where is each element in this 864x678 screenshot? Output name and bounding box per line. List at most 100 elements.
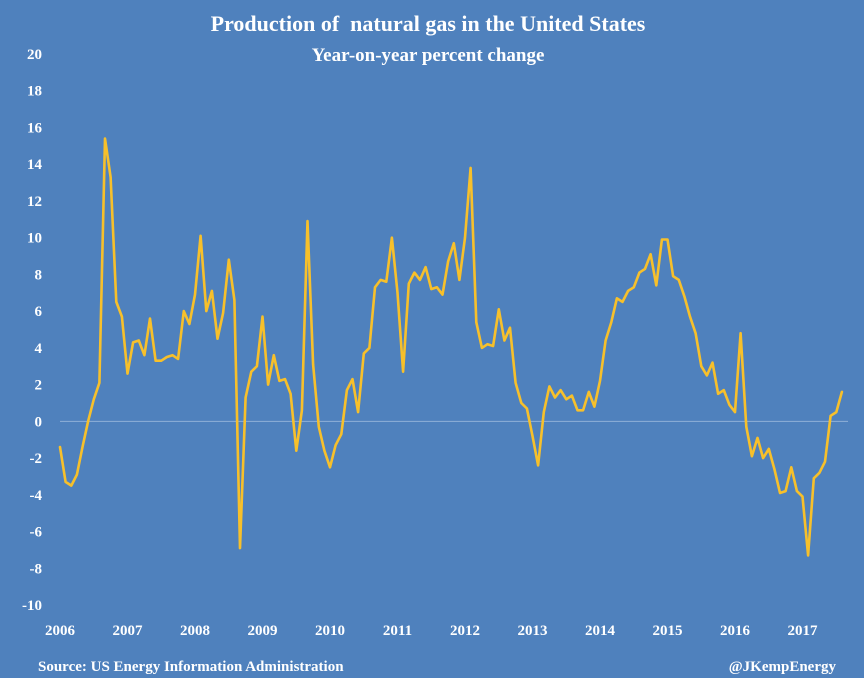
x-tick-label: 2017 (788, 623, 819, 639)
data-point (306, 220, 309, 223)
y-tick-label: -2 (30, 451, 43, 467)
data-point (548, 385, 551, 388)
chart-title: Production of natural gas in the United … (211, 11, 646, 36)
data-point (104, 137, 106, 140)
data-point (655, 284, 658, 287)
data-point (59, 446, 61, 448)
chart-subtitle: Year-on-year percent change (312, 45, 545, 66)
data-point (750, 455, 753, 458)
data-point (829, 414, 832, 417)
data-point (171, 354, 174, 357)
data-point (610, 321, 613, 324)
x-axis-ticks: 2006 2007 2008 2009 2010 2011 2012 2013 2014 2015… (45, 623, 818, 639)
x-tick-label: 2006 (45, 623, 76, 639)
data-point (469, 166, 472, 169)
data-point (694, 332, 697, 335)
data-point (509, 326, 511, 329)
y-tick-label: -10 (22, 598, 42, 614)
data-point (284, 378, 286, 381)
x-tick-label: 2011 (383, 623, 412, 639)
x-tick-label: 2014 (585, 623, 616, 639)
data-point (587, 390, 590, 393)
data-point (790, 466, 793, 469)
data-point (345, 389, 348, 392)
data-point (98, 381, 101, 384)
data-point (458, 278, 461, 281)
data-point (767, 447, 770, 450)
y-tick-label: 4 (35, 341, 43, 357)
data-point (182, 310, 185, 313)
data-point (447, 260, 450, 263)
x-tick-label: 2012 (450, 623, 480, 639)
data-point (81, 446, 84, 448)
data-point (531, 435, 534, 437)
data-point (503, 339, 506, 342)
data-point (542, 411, 545, 414)
data-point (132, 341, 135, 344)
data-point (261, 315, 264, 318)
data-point (835, 411, 838, 414)
x-tick-label: 2009 (248, 623, 278, 639)
data-point (520, 402, 523, 404)
data-point (717, 392, 720, 395)
data-point (149, 317, 151, 320)
y-tick-label: 8 (35, 267, 43, 283)
data-point (599, 379, 601, 382)
data-point (480, 346, 483, 349)
data-point (565, 398, 568, 401)
data-point (160, 359, 163, 362)
data-point (649, 253, 652, 256)
data-point (227, 258, 230, 261)
data-point (812, 477, 815, 480)
data-point (75, 473, 78, 476)
data-point (486, 343, 489, 346)
data-point (537, 464, 540, 467)
data-point (109, 176, 112, 179)
data-point (250, 370, 253, 373)
data-point (666, 238, 669, 241)
data-point (137, 339, 140, 342)
data-point (593, 405, 596, 408)
data-point (705, 374, 708, 377)
data-point (120, 315, 123, 318)
data-point (497, 308, 500, 311)
data-point (739, 332, 742, 335)
data-point (143, 354, 146, 357)
data-point (644, 267, 646, 270)
data-point (492, 345, 495, 347)
data-point (329, 466, 331, 469)
data-point (255, 365, 258, 368)
data-point (374, 286, 376, 289)
data-point (824, 460, 826, 463)
data-point (407, 282, 410, 285)
y-tick-label: 6 (35, 304, 43, 320)
x-tick-label: 2016 (720, 623, 751, 639)
data-point (660, 238, 663, 241)
data-point (711, 361, 714, 364)
data-point (317, 425, 320, 428)
data-point (177, 357, 180, 360)
data-point (368, 346, 371, 349)
data-point (64, 480, 67, 483)
data-point (525, 407, 528, 410)
data-point (244, 396, 247, 399)
data-point (87, 420, 90, 423)
data-point (272, 354, 275, 357)
data-point (795, 490, 798, 493)
data-point (340, 433, 343, 436)
data-point (413, 271, 416, 274)
data-point (745, 425, 748, 428)
series-line (58, 137, 844, 557)
data-point (267, 383, 270, 386)
data-point (222, 312, 225, 314)
data-point (312, 363, 315, 366)
y-tick-label: 18 (27, 84, 42, 100)
data-point (424, 266, 427, 269)
data-point (70, 484, 73, 487)
data-point (385, 280, 388, 283)
data-point (638, 271, 641, 274)
data-point (165, 356, 168, 358)
y-tick-label: 16 (27, 120, 43, 136)
